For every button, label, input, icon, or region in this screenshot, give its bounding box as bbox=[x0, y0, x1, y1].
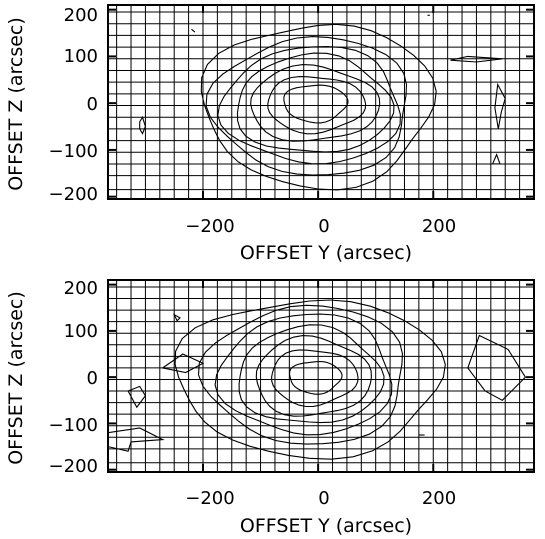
bottom-xtick-label-2: 200 bbox=[422, 488, 456, 509]
contour-island-3 bbox=[172, 313, 181, 322]
top-plot-frame bbox=[107, 4, 535, 200]
bottom-ytick-label-4: −200 bbox=[49, 456, 98, 477]
top-ytick-label-1: 100 bbox=[64, 46, 98, 67]
top-xtick-label-2: 200 bbox=[422, 216, 456, 237]
top-ytick-label-4: −200 bbox=[49, 184, 98, 205]
contour-level-5 bbox=[205, 36, 408, 176]
contour-level-4 bbox=[214, 313, 393, 436]
bottom-plot-frame bbox=[107, 279, 535, 473]
bottom-ytick-label-0: 200 bbox=[64, 278, 98, 299]
contour-island-4 bbox=[467, 334, 527, 401]
top-ticks bbox=[108, 5, 534, 199]
contour-level-6 bbox=[174, 299, 446, 460]
contour-level-4 bbox=[217, 45, 401, 165]
contour-level-1 bbox=[267, 76, 367, 135]
contour-level-5 bbox=[197, 304, 403, 445]
bottom-ticks bbox=[108, 280, 534, 472]
contour-level-0 bbox=[283, 84, 349, 124]
top-ytick-label-0: 200 bbox=[64, 5, 98, 26]
contour-level-1 bbox=[271, 349, 359, 408]
contour-island-2 bbox=[161, 353, 205, 374]
bottom-contours bbox=[108, 299, 527, 460]
contour-level-3 bbox=[236, 52, 395, 153]
contour-level-0 bbox=[289, 360, 343, 395]
bottom-xtick-label-0: −200 bbox=[185, 488, 234, 509]
bottom-grid bbox=[108, 280, 534, 472]
top-xtick-label-1: 0 bbox=[318, 216, 329, 237]
contour-level-2 bbox=[250, 64, 381, 142]
top-panel: −200 0 200 200 100 0 −100 −200 OFFSET Y … bbox=[5, 4, 535, 264]
top-ytick-label-3: −100 bbox=[49, 141, 98, 162]
bottom-xaxis-title: OFFSET Y (arcsec) bbox=[240, 515, 412, 537]
top-yaxis-title: OFFSET Z (arcsec) bbox=[5, 17, 27, 191]
contour-level-3 bbox=[238, 324, 385, 424]
top-grid bbox=[108, 5, 534, 199]
contour-island-4 bbox=[191, 28, 196, 33]
contour-island-0 bbox=[108, 427, 165, 452]
contour-island-1 bbox=[127, 385, 147, 409]
bottom-ytick-label-1: 100 bbox=[64, 321, 98, 342]
bottom-yaxis-title: OFFSET Z (arcsec) bbox=[5, 291, 27, 465]
contour-island-0 bbox=[139, 115, 146, 135]
contour-level-6 bbox=[200, 23, 437, 191]
bottom-xtick-label-1: 0 bbox=[318, 488, 329, 509]
bottom-panel: −200 0 200 200 100 0 −100 −200 OFFSET Y … bbox=[5, 278, 535, 537]
top-xtick-label-0: −200 bbox=[185, 216, 234, 237]
bottom-ytick-label-3: −100 bbox=[49, 415, 98, 436]
contour-level-2 bbox=[255, 335, 372, 417]
top-ytick-label-2: 0 bbox=[87, 94, 98, 115]
top-xaxis-title: OFFSET Y (arcsec) bbox=[240, 242, 412, 264]
contour-island-2 bbox=[494, 82, 506, 129]
contour-island-3 bbox=[491, 153, 501, 165]
top-contours bbox=[139, 14, 506, 191]
bottom-ytick-label-2: 0 bbox=[87, 368, 98, 389]
contour-island-1 bbox=[450, 55, 503, 63]
